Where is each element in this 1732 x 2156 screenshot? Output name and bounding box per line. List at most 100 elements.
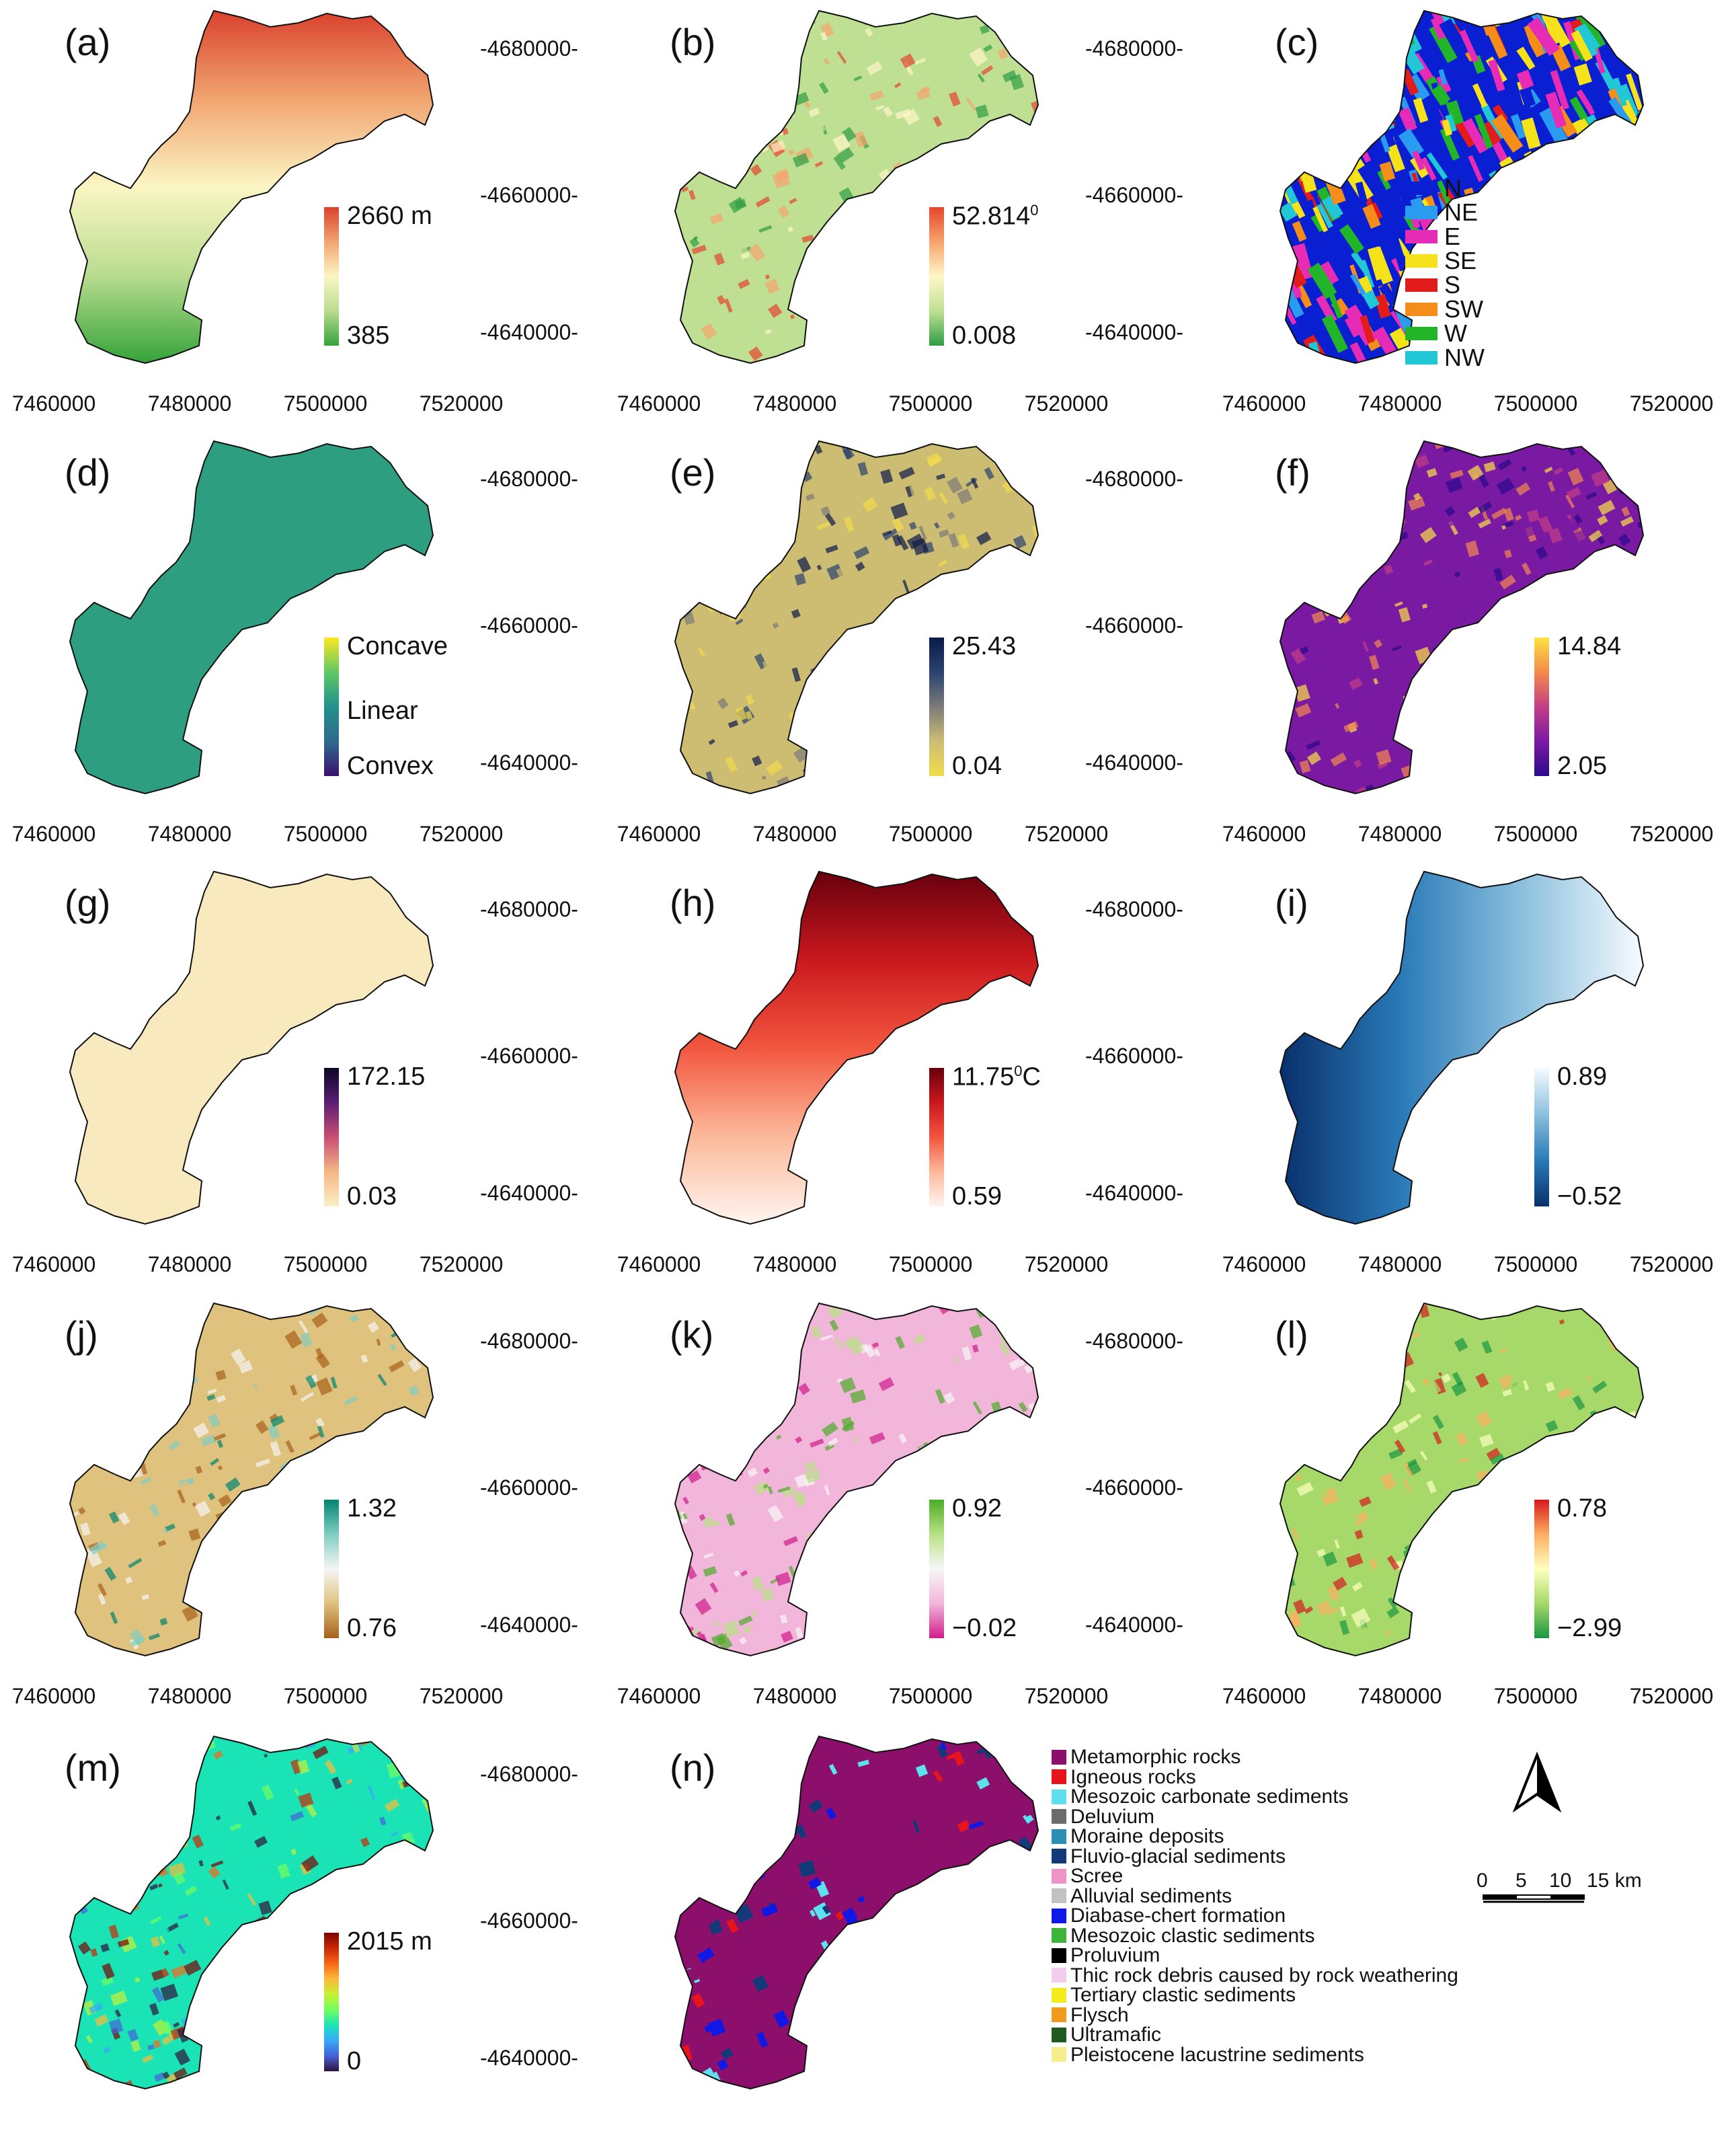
colorbar-m: [324, 1933, 339, 2071]
colorbar-j: [324, 1500, 339, 1638]
x-tick-h-1: 7480000: [752, 1252, 837, 1276]
panel-label-d: (d): [65, 451, 111, 494]
colorbar-f: [1534, 638, 1549, 776]
scale-label-15: 15 km: [1587, 1870, 1642, 1892]
map-f: [1279, 440, 1645, 795]
x-tick-h-3: 7520000: [1024, 1252, 1109, 1276]
panel-label-g: (g): [65, 882, 111, 924]
geology-legend-item: Diabase-chert formation: [1052, 1906, 1458, 1926]
x-tick-j-3: 7520000: [419, 1684, 504, 1708]
geology-legend-item: Metamorphic rocks: [1052, 1747, 1458, 1767]
panel-l: (l) 7460000 7480000 7500000 7520000 0.78 −2.99: [1210, 1293, 1732, 1723]
panel-label-m: (m): [65, 1746, 121, 1789]
panel-m: (m) -4680000- -4660000- -4640000- 2015 m 0: [0, 1726, 578, 2156]
x-tick-d-3: 7520000: [419, 822, 504, 846]
y-tick-k-1: -4660000-: [1085, 1475, 1183, 1500]
legend-swatch: [1052, 1769, 1066, 1785]
geology-legend-item: Ultramafic: [1052, 2025, 1458, 2045]
legend-label: Proluvium: [1070, 1944, 1160, 1967]
panel-g: (g) -4680000- -4660000- -4640000- 7460000 748…: [0, 861, 578, 1291]
x-tick-i-2: 7500000: [1493, 1252, 1578, 1276]
colorbar-max-e: 25.43: [952, 632, 1017, 660]
legend-label: Tertiary clastic sediments: [1070, 1984, 1296, 2007]
x-tick-l-1: 7480000: [1357, 1684, 1442, 1708]
colorbar-min-i: −0.52: [1557, 1182, 1622, 1210]
x-tick-f-3: 7520000: [1629, 822, 1714, 846]
x-tick-j-1: 7480000: [147, 1684, 232, 1708]
legend-swatch: [1052, 1809, 1066, 1824]
geology-legend-item: Fluvio-glacial sediments: [1052, 1846, 1458, 1866]
geology-legend-item: Mesozoic clastic sediments: [1052, 1925, 1458, 1946]
geology-legend-item: Mesozoic carbonate sediments: [1052, 1787, 1458, 1807]
panel-label-n: (n): [670, 1746, 716, 1789]
colorbar-max-b: 52.8140: [952, 202, 1039, 231]
legend-label: N: [1444, 174, 1462, 202]
y-tick-h-2: -4640000-: [1085, 1181, 1183, 1205]
aspect-legend-item: SW: [1405, 297, 1485, 321]
aspect-legend-item: E: [1405, 225, 1485, 249]
geology-legend-item: Moraine deposits: [1052, 1826, 1458, 1847]
aspect-legend-item: NW: [1405, 346, 1485, 370]
x-tick-g-1: 7480000: [147, 1252, 232, 1276]
legend-swatch: [1052, 1789, 1066, 1804]
x-tick-k-3: 7520000: [1024, 1684, 1109, 1708]
x-tick-i-0: 7460000: [1222, 1252, 1306, 1276]
x-tick-a-3: 7520000: [419, 391, 504, 416]
x-tick-a-1: 7480000: [147, 391, 232, 416]
scale-bar-graphic: [1483, 1894, 1585, 1903]
colorbar-l: [1534, 1500, 1549, 1638]
legend-swatch: [1052, 1948, 1066, 1963]
colorbar-i: [1534, 1068, 1549, 1206]
x-tick-e-3: 7520000: [1024, 822, 1109, 846]
colorbar-max-a: 2660 m: [347, 202, 432, 230]
y-tick-g-1: -4660000-: [480, 1044, 578, 1068]
y-tick-a-1: -4660000-: [480, 183, 578, 207]
legend-swatch: [1405, 351, 1438, 364]
colorbar-max-j: 1.32: [347, 1494, 397, 1523]
legend-swatch: [1052, 1968, 1066, 1983]
geology-legend-item: Flysch: [1052, 2005, 1458, 2025]
legend-swatch: [1052, 1928, 1066, 1943]
legend-swatch: [1052, 1987, 1066, 2003]
colorbar-min-a: 385: [347, 321, 390, 350]
colorbar-g: [324, 1068, 339, 1206]
legend-swatch: [1405, 303, 1438, 316]
colorbar-min-h: 0.59: [952, 1182, 1002, 1210]
legend-swatch: [1405, 278, 1438, 292]
map-m: [69, 1735, 434, 2090]
panel-k: (k) -4680000- -4660000- -4640000- 7460000 748…: [605, 1293, 1183, 1723]
map-i: [1279, 870, 1645, 1225]
map-d: [69, 440, 434, 795]
colorbar-b: [929, 207, 944, 346]
legend-swatch: [1052, 1849, 1066, 1864]
scale-label-10: 10: [1549, 1870, 1572, 1892]
y-tick-k-2: -4640000-: [1085, 1613, 1183, 1637]
aspect-legend: N NE E SE S SW W NW: [1405, 176, 1485, 370]
colorbar-d: [324, 638, 339, 776]
x-tick-b-3: 7520000: [1024, 391, 1109, 416]
x-tick-k-0: 7460000: [617, 1684, 701, 1708]
map-a: [69, 9, 434, 364]
y-tick-b-2: -4640000-: [1085, 320, 1183, 344]
map-g: [69, 870, 434, 1225]
geology-legend-item: Igneous rocks: [1052, 1767, 1458, 1787]
y-tick-b-0: -4680000-: [1085, 36, 1183, 61]
x-tick-c-3: 7520000: [1629, 391, 1714, 416]
x-tick-j-0: 7460000: [11, 1684, 96, 1708]
panel-e: (e) -4680000- -4660000- -4640000- 7460000 748…: [605, 430, 1183, 861]
panel-a: (a) -4680000- -4660000- -4640000- 7460000 748…: [0, 0, 578, 430]
y-tick-a-0: -4680000-: [480, 36, 578, 61]
geology-legend-item: Alluvial sediments: [1052, 1886, 1458, 1906]
aspect-legend-item: NE: [1405, 200, 1485, 225]
legend-swatch: [1052, 2027, 1066, 2042]
geology-legend-item: Deluvium: [1052, 1806, 1458, 1826]
x-tick-f-1: 7480000: [1357, 822, 1442, 846]
legend-swatch: [1405, 182, 1438, 195]
x-tick-c-2: 7500000: [1493, 391, 1578, 416]
map-c: [1279, 9, 1645, 364]
y-tick-g-2: -4640000-: [480, 1181, 578, 1205]
x-tick-g-2: 7500000: [283, 1252, 368, 1276]
panel-label-b: (b): [670, 21, 716, 63]
y-tick-e-0: -4680000-: [1085, 467, 1183, 491]
colorbar-min-j: 0.76: [347, 1614, 397, 1642]
